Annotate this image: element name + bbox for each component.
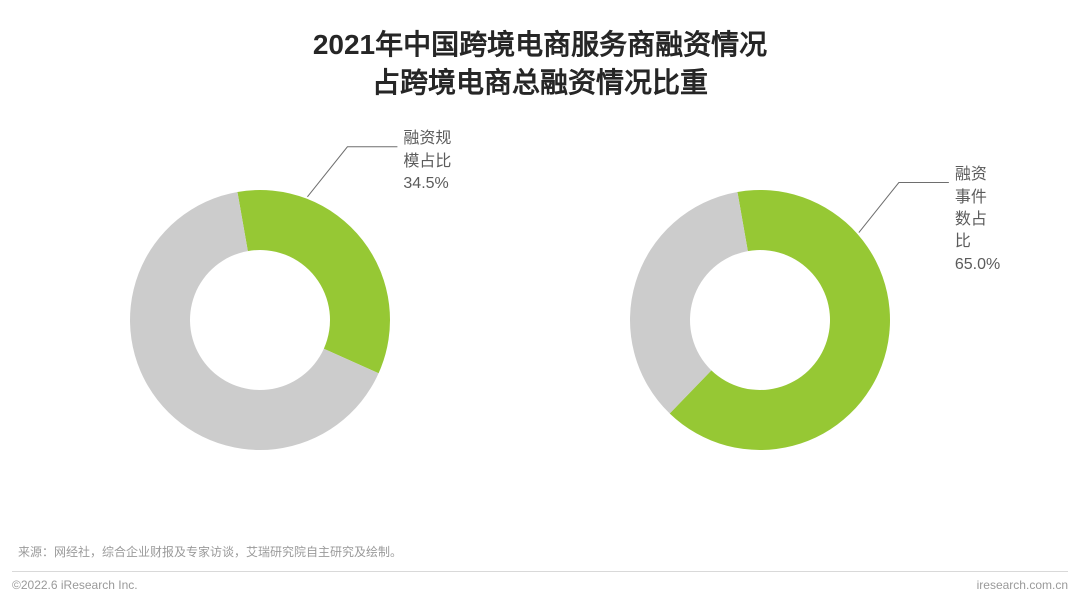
left-callout-label: 融资规模占比: [403, 128, 460, 173]
left-leader-line: [120, 150, 460, 490]
right-leader-line: [620, 150, 960, 490]
right-callout-value: 65.0%: [955, 254, 1000, 276]
title-line-1: 2021年中国跨境电商服务商融资情况: [0, 26, 1080, 64]
website-text: iresearch.com.cn: [977, 578, 1068, 592]
right-callout: 融资事件数占比 65.0%: [955, 164, 1000, 276]
title-line-2: 占跨境电商总融资情况比重: [0, 64, 1080, 102]
right-callout-label: 融资事件数占比: [955, 164, 1000, 254]
footer-divider: [12, 571, 1068, 572]
chart-container: 2021年中国跨境电商服务商融资情况 占跨境电商总融资情况比重 融资规模占比 3…: [0, 0, 1080, 600]
left-callout: 融资规模占比 34.5%: [403, 128, 460, 195]
right-chart: 融资事件数占比 65.0%: [620, 150, 960, 490]
charts-row: 融资规模占比 34.5% 融资事件数占比 65.0%: [0, 150, 1080, 490]
source-note: 来源：网经社，综合企业财报及专家访谈，艾瑞研究院自主研究及绘制。: [18, 543, 402, 560]
chart-title: 2021年中国跨境电商服务商融资情况 占跨境电商总融资情况比重: [0, 0, 1080, 102]
left-chart: 融资规模占比 34.5%: [120, 150, 460, 490]
left-callout-value: 34.5%: [403, 173, 460, 195]
copyright-text: ©2022.6 iResearch Inc.: [12, 578, 138, 592]
